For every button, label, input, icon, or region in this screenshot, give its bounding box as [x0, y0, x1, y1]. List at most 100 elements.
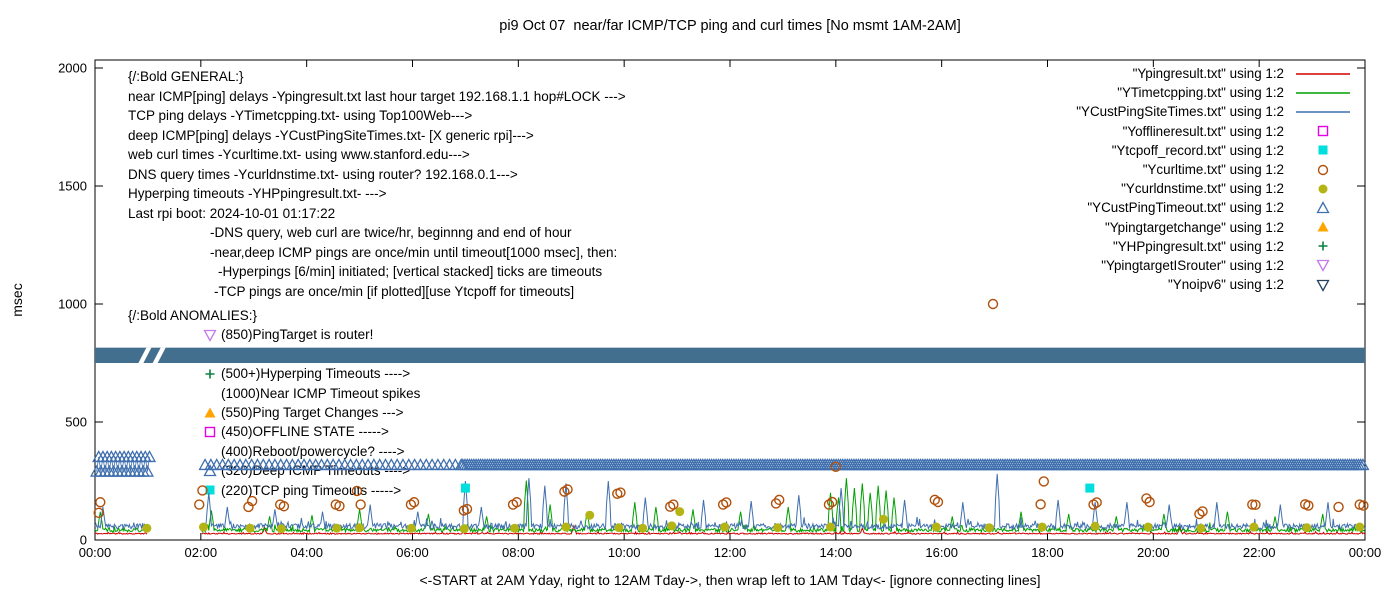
custping-timeout-marker	[1245, 458, 1259, 471]
custping-timeout-marker	[1007, 458, 1021, 471]
custping-timeout-marker	[845, 458, 859, 471]
custping-timeout-marker	[547, 458, 561, 471]
custping-timeout-marker	[842, 458, 857, 471]
nabla-open-icon	[203, 349, 217, 362]
custping-timeout-marker	[1331, 458, 1346, 471]
custping-timeout-marker	[689, 458, 703, 471]
custping-timeout-marker	[934, 458, 948, 471]
series-marker-ycurltime-txt	[243, 501, 254, 513]
custping-timeout-marker	[958, 458, 972, 471]
custping-timeout-marker	[1154, 458, 1168, 471]
custping-timeout-marker	[989, 458, 1003, 471]
custping-timeout-marker	[1298, 458, 1312, 471]
custping-timeout-marker	[809, 458, 823, 471]
custping-timeout-marker	[851, 458, 865, 471]
x-tick-label: 10:00	[608, 545, 641, 560]
custping-timeout-marker	[1205, 458, 1219, 471]
custping-timeout-marker	[600, 458, 614, 471]
custping-timeout-marker	[1162, 458, 1177, 471]
custping-timeout-marker	[729, 458, 743, 471]
custping-timeout-marker	[882, 458, 897, 471]
custping-timeout-marker	[822, 458, 837, 471]
custping-timeout-marker	[662, 458, 677, 471]
custping-timeout-marker	[982, 458, 997, 471]
anomaly-text: (450)OFFLINE STATE ----->	[221, 424, 389, 440]
anomaly-marker-spacer	[202, 444, 218, 458]
custping-timeout-marker	[1242, 458, 1257, 471]
custping-timeout-marker	[922, 458, 937, 471]
custping-timeout-marker	[991, 458, 1005, 471]
custping-timeout-marker	[576, 458, 590, 471]
custping-timeout-marker	[713, 458, 728, 471]
custping-timeout-marker	[1045, 458, 1059, 471]
series-marker-ycurldnstime-txt	[1249, 522, 1259, 532]
custping-timeout-marker	[760, 458, 774, 471]
custping-timeout-marker	[419, 458, 433, 471]
custping-timeout-marker	[102, 464, 116, 477]
custping-timeout-marker	[1051, 458, 1066, 471]
custping-timeout-marker	[565, 458, 579, 471]
anomaly-row: (500+)Hyperping Timeouts ---->	[202, 364, 420, 383]
custping-timeout-marker	[876, 458, 890, 471]
series-marker-ycurldnstime-txt	[614, 523, 624, 533]
custping-timeout-marker	[1074, 458, 1088, 471]
custping-timeout-marker	[485, 458, 499, 471]
custping-timeout-marker	[1114, 458, 1128, 471]
series-marker-ycurltime-txt	[1250, 499, 1261, 511]
custping-timeout-marker	[709, 458, 723, 471]
custping-timeout-marker	[100, 450, 114, 463]
custping-timeout-marker	[1236, 458, 1250, 471]
custping-timeout-marker	[571, 458, 585, 471]
x-tick-label: 04:00	[290, 545, 323, 560]
custping-timeout-marker	[938, 458, 952, 471]
series-marker-ycurltime-txt	[665, 501, 676, 512]
custping-timeout-marker	[598, 458, 612, 471]
custping-timeout-marker	[1116, 458, 1130, 471]
custping-timeout-marker	[885, 458, 899, 471]
custping-timeout-marker	[902, 458, 917, 471]
custping-timeout-marker	[92, 450, 106, 463]
custping-timeout-marker	[582, 458, 597, 471]
custping-timeout-marker	[580, 458, 594, 471]
anomaly-row: (450)OFFLINE STATE ----->	[202, 422, 420, 441]
custping-timeout-marker	[531, 458, 545, 471]
legend-item: "YCustPingTimeout.txt" using 1:2	[1076, 198, 1354, 217]
custping-timeout-marker	[89, 464, 104, 477]
custping-timeout-marker	[776, 458, 790, 471]
custping-timeout-marker	[878, 458, 892, 471]
custping-timeout-marker	[782, 458, 797, 471]
custping-timeout-marker	[753, 458, 768, 471]
series-marker-ycurldnstime-txt	[459, 524, 469, 534]
anomaly-row: (220)TCP ping Timeouts ----->	[202, 481, 420, 500]
series-marker-ycurltime-txt	[987, 298, 999, 310]
series-marker-ycurltime-txt	[1333, 501, 1344, 513]
custping-timeout-marker	[793, 458, 808, 471]
legend-item: "Yofflineresult.txt" using 1:2	[1076, 122, 1354, 141]
legend-item: "Ycurltime.txt" using 1:2	[1076, 160, 1354, 179]
legend-item: "Ycurldnstime.txt" using 1:2	[1076, 179, 1354, 198]
custping-timeout-marker	[969, 458, 983, 471]
custping-timeout-marker	[1025, 458, 1039, 471]
custping-timeout-marker	[1127, 458, 1141, 471]
custping-timeout-marker	[738, 458, 752, 471]
custping-timeout-marker	[558, 458, 572, 471]
custping-timeout-marker	[916, 458, 930, 471]
custping-timeout-marker	[658, 458, 672, 471]
custping-timeout-marker	[853, 458, 868, 471]
custping-timeout-marker	[1269, 458, 1283, 471]
custping-timeout-marker	[491, 458, 505, 471]
custping-timeout-marker	[833, 458, 848, 471]
series-marker-ycurldnstime-txt	[1355, 522, 1365, 532]
custping-timeout-marker	[789, 458, 803, 471]
custping-timeout-marker	[1002, 458, 1017, 471]
custping-timeout-marker	[931, 458, 945, 471]
series-marker-ytcpoff-record-txt	[1085, 483, 1095, 493]
custping-timeout-marker	[682, 458, 697, 471]
series-marker-ycurldnstime-txt	[355, 523, 365, 533]
series-marker-ycurltime-txt	[1144, 496, 1155, 508]
custping-timeout-marker	[693, 458, 708, 471]
custping-timeout-marker	[633, 458, 648, 471]
custping-timeout-marker	[98, 464, 112, 477]
legend-item: "YCustPingSiteTimes.txt" using 1:2	[1076, 102, 1354, 121]
custping-timeout-marker	[460, 458, 474, 471]
